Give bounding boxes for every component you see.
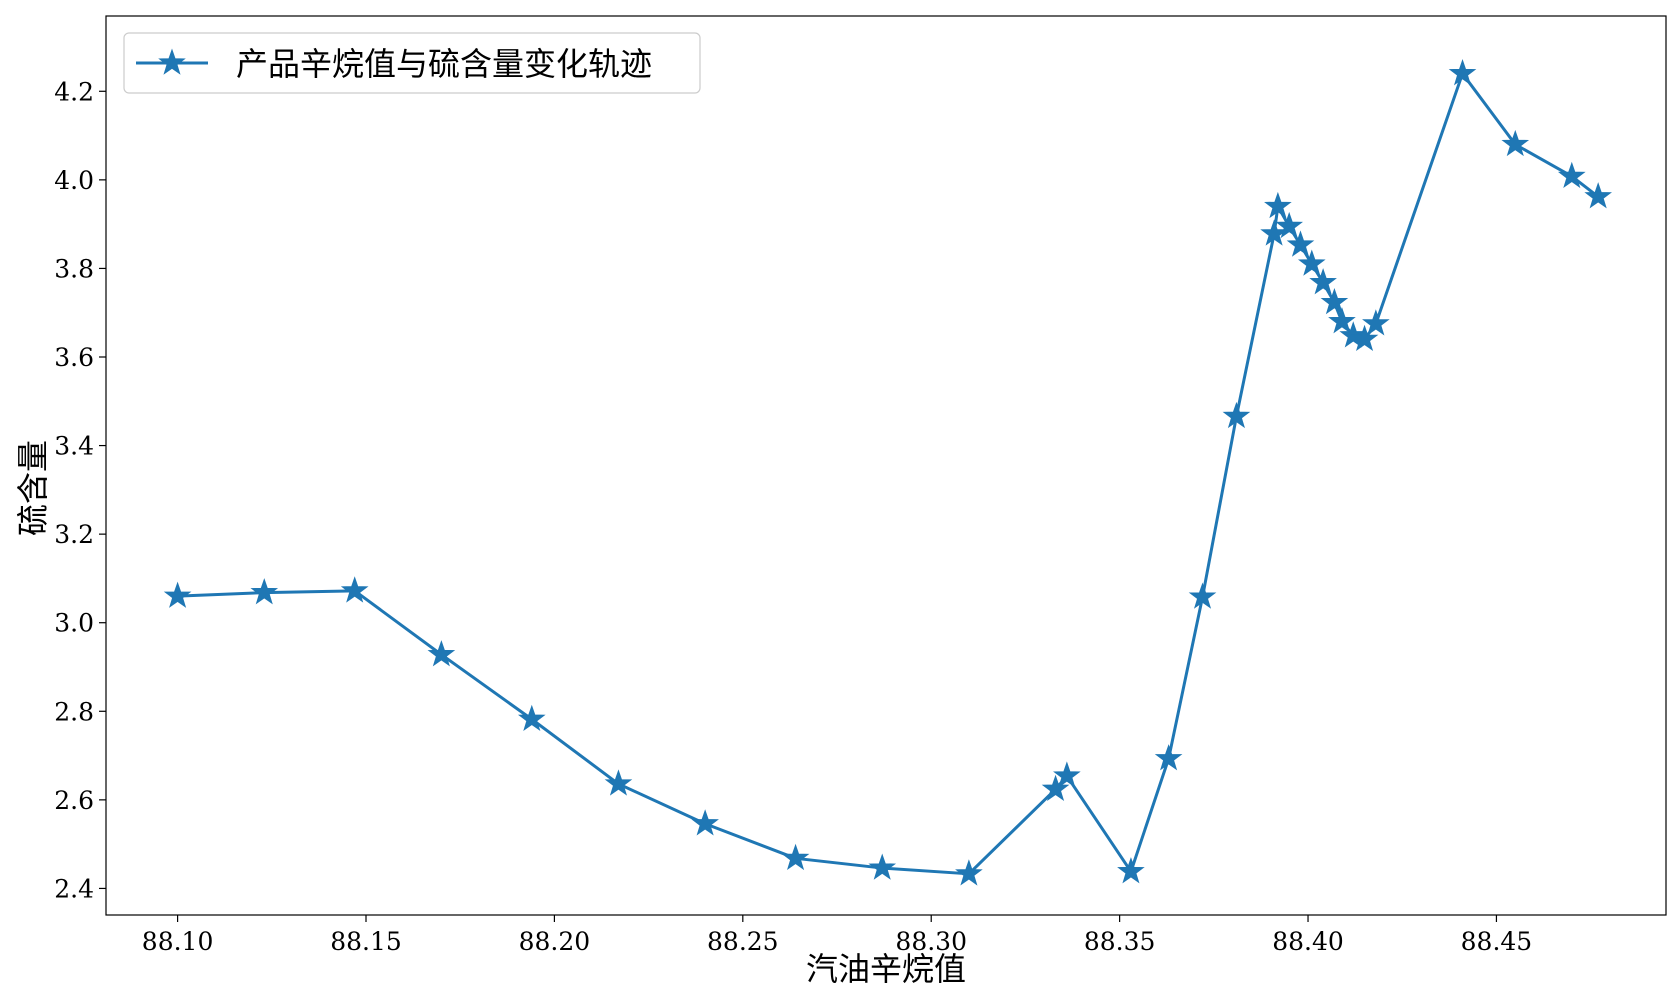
data-point-star: [517, 704, 546, 732]
y-tick-label: 3.4: [54, 432, 94, 461]
series-layer: [163, 59, 1612, 886]
data-point-star: [1275, 211, 1303, 239]
x-tick-label: 88.25: [707, 927, 779, 956]
data-point-star: [1222, 401, 1251, 429]
data-point-star: [1286, 230, 1315, 257]
data-point-star: [427, 640, 456, 667]
data-point-star: [1117, 857, 1145, 884]
x-tick-label: 88.10: [142, 927, 214, 956]
ticks-layer: 88.10 88.15 88.20 88.25 88.30 88.35 88.40 88.45…: [54, 77, 1532, 956]
y-tick-label: 2.8: [54, 697, 94, 726]
data-point-star: [1350, 324, 1379, 352]
data-point-star: [955, 859, 983, 886]
y-tick-label: 3.2: [54, 520, 94, 549]
y-tick-label: 4.2: [54, 77, 94, 106]
data-point-star: [781, 843, 810, 871]
data-point-star: [1320, 288, 1349, 315]
x-tick-label: 88.45: [1461, 927, 1533, 956]
data-point-star: [163, 581, 192, 608]
data-point-star: [1362, 309, 1390, 336]
y-tick-label: 2.4: [54, 874, 94, 903]
data-point-star: [1053, 761, 1081, 788]
data-point-star: [1501, 129, 1530, 157]
legend-star-marker: [158, 48, 186, 75]
data-point-star: [250, 578, 279, 605]
data-point-star: [691, 809, 719, 836]
data-point-star: [1264, 191, 1292, 219]
x-tick-label: 88.20: [519, 927, 591, 956]
data-point-star: [1584, 182, 1612, 209]
y-tick-label: 4.0: [54, 166, 94, 195]
plot-frame: [105, 15, 1667, 916]
x-tick-label: 88.15: [330, 927, 402, 956]
data-point-star: [1328, 307, 1356, 334]
data-point-star: [1154, 744, 1183, 771]
y-axis-label: 硫含量: [14, 440, 52, 536]
y-tick-label: 3.0: [54, 609, 94, 638]
data-point-star: [1557, 161, 1586, 189]
data-point-star: [1188, 582, 1217, 609]
x-axis-label: 汽油辛烷值: [806, 950, 966, 988]
x-tick-label: 88.30: [895, 927, 967, 956]
data-point-star: [604, 769, 633, 796]
x-tick-label: 88.35: [1084, 927, 1156, 956]
data-point-star: [1448, 59, 1477, 86]
y-tick-label: 3.8: [54, 254, 94, 283]
data-point-star: [1309, 268, 1337, 295]
data-point-star: [1041, 774, 1070, 801]
legend-label: 产品辛烷值与硫含量变化轨迹: [236, 45, 652, 83]
data-point-star: [340, 576, 369, 603]
y-tick-label: 2.6: [54, 786, 94, 815]
data-point-star: [868, 853, 897, 880]
data-point-star: [1297, 249, 1326, 276]
x-tick-label: 88.40: [1272, 927, 1344, 956]
legend-box: [123, 32, 701, 94]
y-tick-label: 3.6: [54, 343, 94, 372]
legend: 产品辛烷值与硫含量变化轨迹: [123, 32, 701, 94]
